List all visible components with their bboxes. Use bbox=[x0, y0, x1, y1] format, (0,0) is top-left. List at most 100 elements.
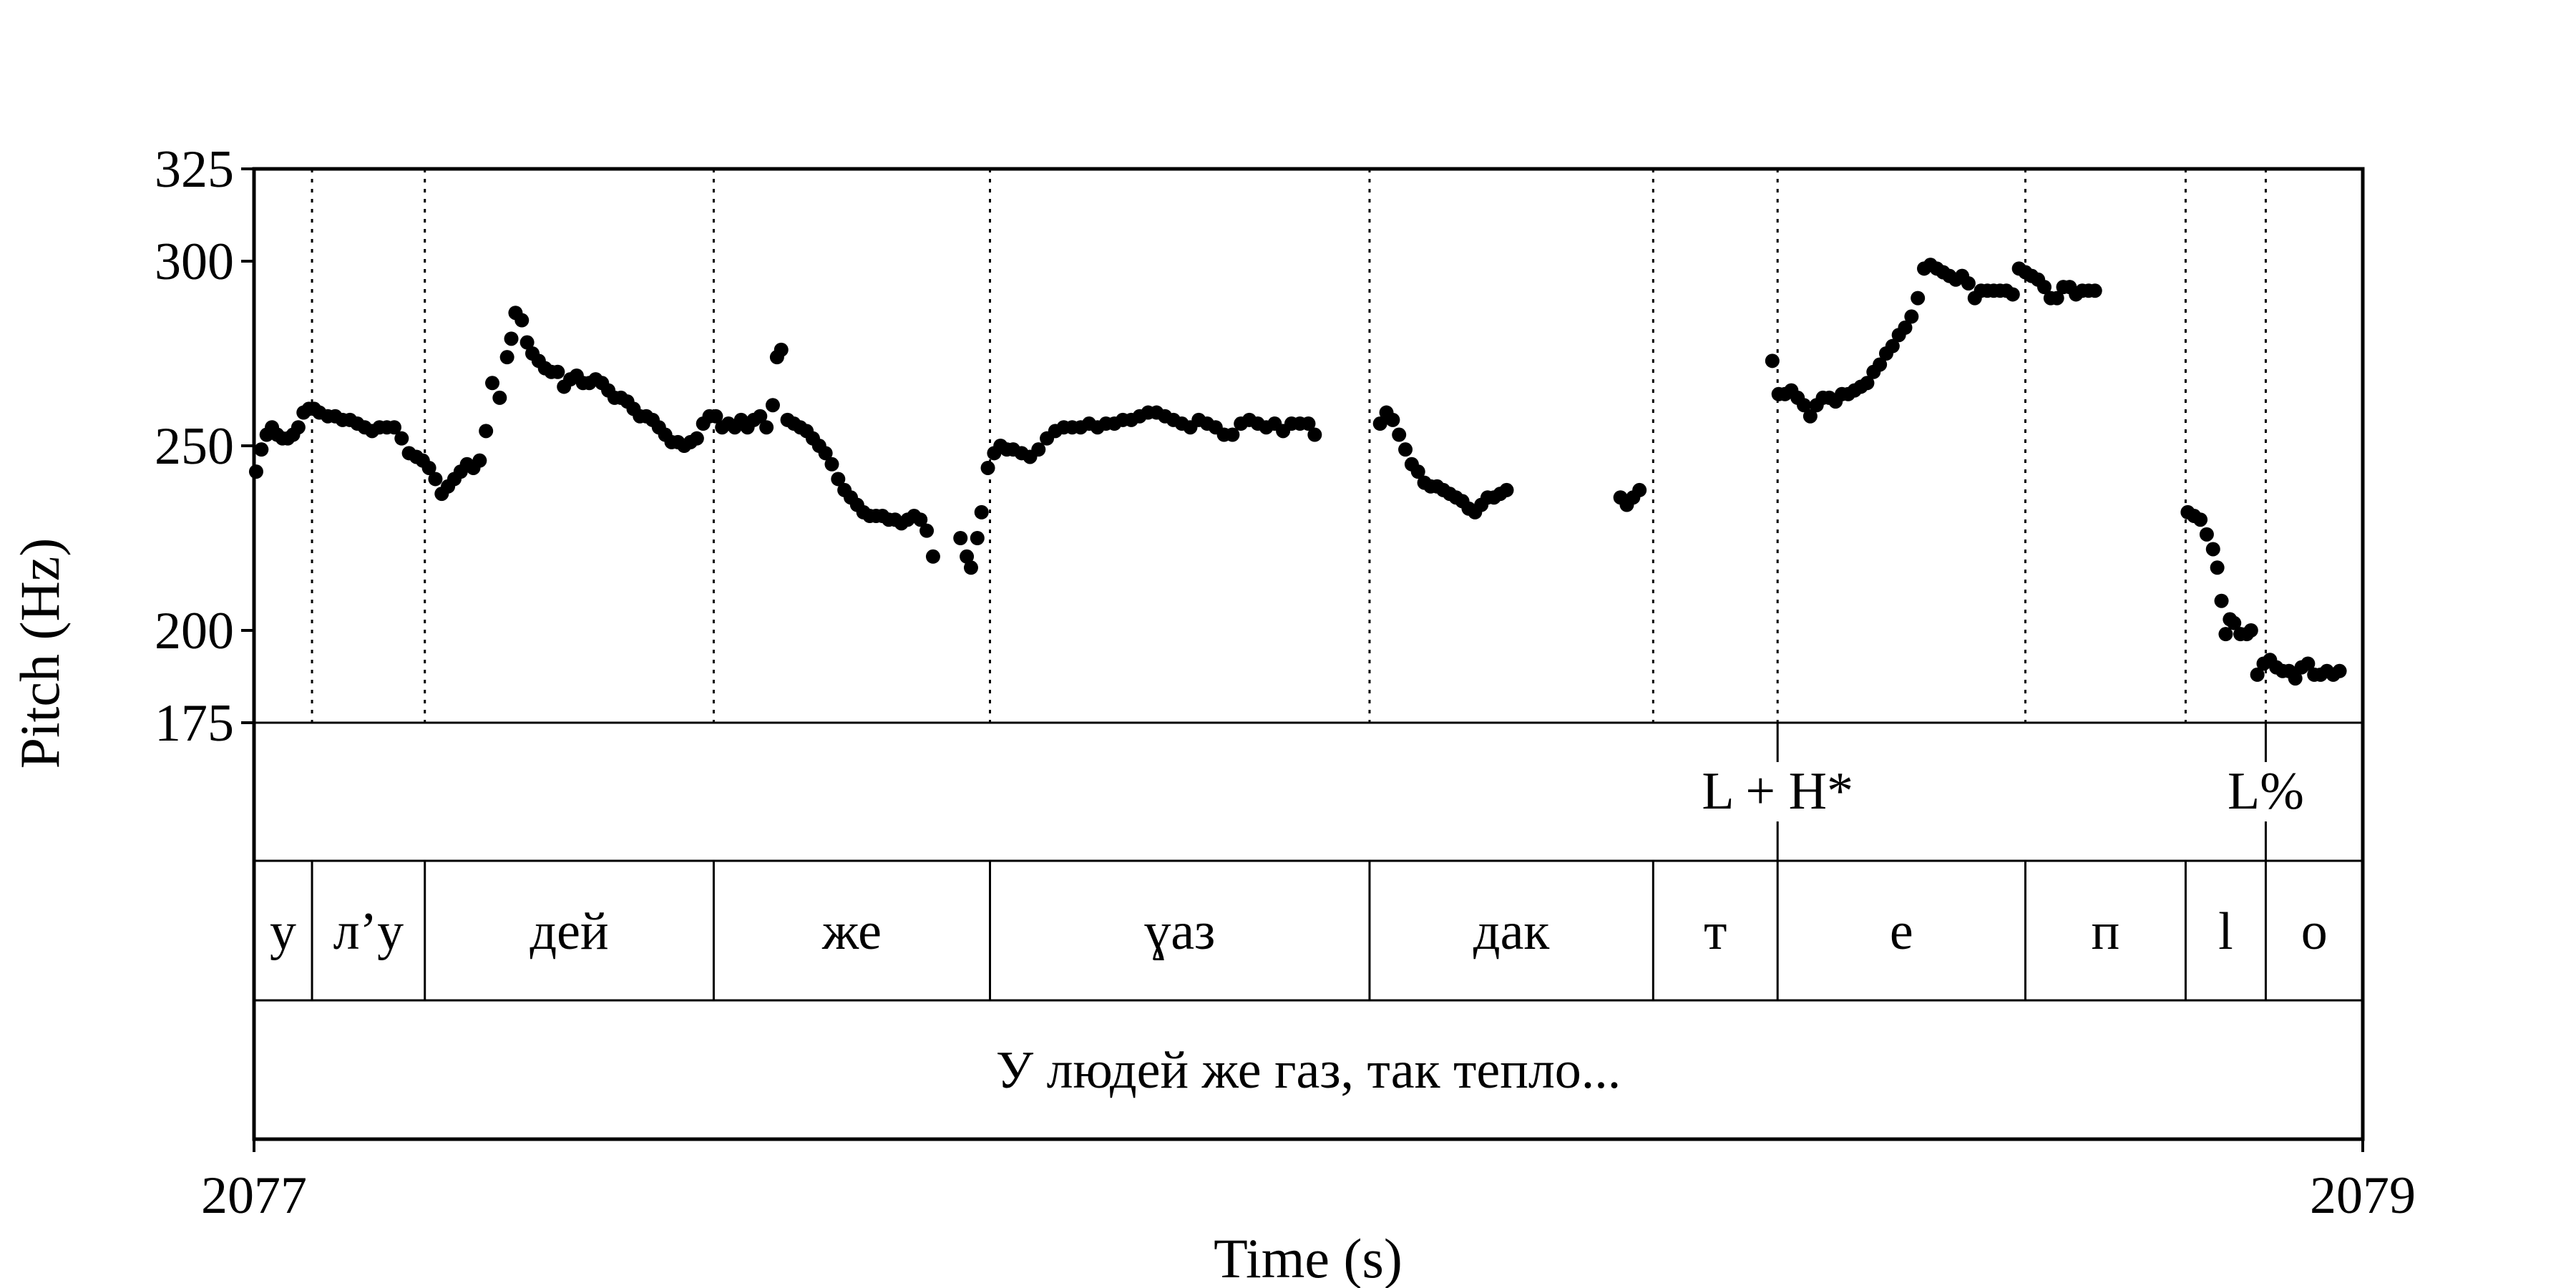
outer-frame bbox=[252, 167, 2365, 1141]
pitch-point bbox=[2214, 593, 2229, 608]
pitch-point bbox=[1802, 409, 1818, 424]
pitch-point bbox=[248, 464, 263, 479]
pitch-point bbox=[2288, 671, 2303, 686]
pitch-point bbox=[2199, 527, 2214, 542]
segment-boundary-lines bbox=[311, 169, 2267, 723]
segment-label: l bbox=[2218, 902, 2233, 961]
pitch-point bbox=[1398, 442, 1413, 457]
pitch-point bbox=[963, 560, 978, 575]
y-tick-label: 250 bbox=[155, 417, 234, 476]
pitch-point bbox=[913, 512, 928, 527]
segment-label: е bbox=[1890, 902, 1913, 961]
pitch-point bbox=[1385, 412, 1400, 427]
pitch-point bbox=[1031, 442, 1046, 457]
pitch-point bbox=[765, 398, 780, 413]
pitch-point bbox=[1911, 291, 1926, 306]
pitch-point bbox=[1392, 427, 1407, 442]
pitch-point bbox=[953, 531, 968, 545]
pitch-point bbox=[2087, 283, 2102, 298]
segment-label: же bbox=[821, 902, 882, 961]
pitch-point bbox=[824, 457, 839, 472]
pitch-point bbox=[2332, 663, 2347, 678]
pitch-point bbox=[1372, 416, 1387, 431]
pitch-point bbox=[485, 376, 500, 391]
annotation-tiers: L + H* L% у л’у дей же ɣаз дак т е п l о У людей же г… bbox=[270, 723, 2328, 1100]
pitch-point bbox=[519, 335, 535, 350]
y-axis-ticks: 175 200 250 300 325 bbox=[155, 140, 254, 753]
x-axis-title: Time (s) bbox=[1214, 1227, 1402, 1288]
y-tick-label: 175 bbox=[155, 694, 234, 753]
pitch-point bbox=[708, 409, 723, 424]
pitch-point bbox=[421, 460, 436, 475]
segment-label: ɣаз bbox=[1144, 902, 1215, 961]
pitch-point bbox=[499, 350, 514, 365]
x-tick-label: 2079 bbox=[2310, 1166, 2416, 1225]
pitch-point bbox=[689, 431, 704, 446]
pitch-point bbox=[1499, 482, 1514, 497]
pitch-point bbox=[386, 420, 401, 435]
pitch-point bbox=[428, 472, 443, 487]
pitch-point bbox=[774, 342, 789, 357]
pitch-point bbox=[1301, 416, 1316, 431]
pitch-point bbox=[1898, 320, 1913, 335]
pitch-point bbox=[1860, 376, 1875, 391]
pitch-point bbox=[2005, 287, 2020, 302]
y-axis-title: Pitch (Hz) bbox=[9, 538, 71, 769]
pitch-point bbox=[925, 549, 940, 564]
pitch-point bbox=[1904, 309, 1919, 324]
segment-label: дак bbox=[1473, 902, 1550, 961]
pitch-point bbox=[980, 460, 995, 475]
pitch-point bbox=[970, 531, 985, 545]
pitch-point bbox=[2037, 280, 2052, 295]
pitch-point bbox=[2243, 623, 2258, 638]
pitch-point bbox=[1632, 482, 1647, 497]
pitch-point bbox=[1307, 427, 1322, 442]
pitch-point bbox=[479, 424, 494, 439]
pitch-point bbox=[2227, 615, 2242, 630]
x-axis-ticks: 2077 2079 bbox=[201, 1139, 2416, 1225]
pitch-point bbox=[291, 420, 306, 435]
pitch-point bbox=[831, 472, 846, 487]
pitch-point bbox=[1961, 275, 1976, 291]
pitch-point bbox=[1797, 398, 1812, 413]
pitch-point bbox=[960, 549, 975, 564]
pitch-point bbox=[472, 453, 487, 468]
segment-label: т bbox=[1704, 902, 1727, 961]
pitch-point bbox=[550, 364, 565, 379]
x-tick-label: 2077 bbox=[201, 1166, 307, 1225]
pitch-point bbox=[1225, 427, 1240, 442]
pitch-point bbox=[514, 313, 530, 328]
pitch-point bbox=[1873, 357, 1888, 372]
segment-label: дей bbox=[530, 902, 609, 961]
pitch-point bbox=[1410, 464, 1425, 479]
segment-label: п bbox=[2092, 902, 2120, 961]
y-tick-label: 325 bbox=[155, 140, 234, 199]
segment-label: о bbox=[2301, 902, 2328, 961]
pitch-point bbox=[2205, 542, 2220, 557]
pitch-point bbox=[2193, 512, 2208, 527]
plot-frames bbox=[252, 167, 2365, 1141]
pitch-point bbox=[1765, 353, 1780, 369]
pitch-points bbox=[248, 258, 2347, 686]
pitch-point bbox=[759, 420, 774, 435]
y-tick-label: 200 bbox=[155, 602, 234, 660]
pitch-point bbox=[492, 390, 507, 405]
pitch-point bbox=[394, 431, 409, 446]
pitch-point bbox=[753, 409, 768, 424]
pitch-point bbox=[504, 331, 519, 346]
pitch-point bbox=[1885, 338, 1900, 353]
pitch-point bbox=[2210, 560, 2225, 575]
tone-label: L% bbox=[2228, 762, 2304, 821]
pitch-point bbox=[919, 523, 935, 538]
pitch-point bbox=[2049, 291, 2064, 306]
pitch-point bbox=[254, 442, 269, 457]
sentence-label: У людей же газ, так тепло... bbox=[996, 1041, 1621, 1100]
y-tick-label: 300 bbox=[155, 233, 234, 291]
pitch-point bbox=[2218, 627, 2233, 642]
pitch-point bbox=[818, 446, 833, 461]
segment-label: у bbox=[270, 902, 296, 961]
pitch-point bbox=[974, 504, 989, 519]
tone-label: L + H* bbox=[1702, 762, 1853, 821]
pitch-point bbox=[2301, 656, 2316, 671]
